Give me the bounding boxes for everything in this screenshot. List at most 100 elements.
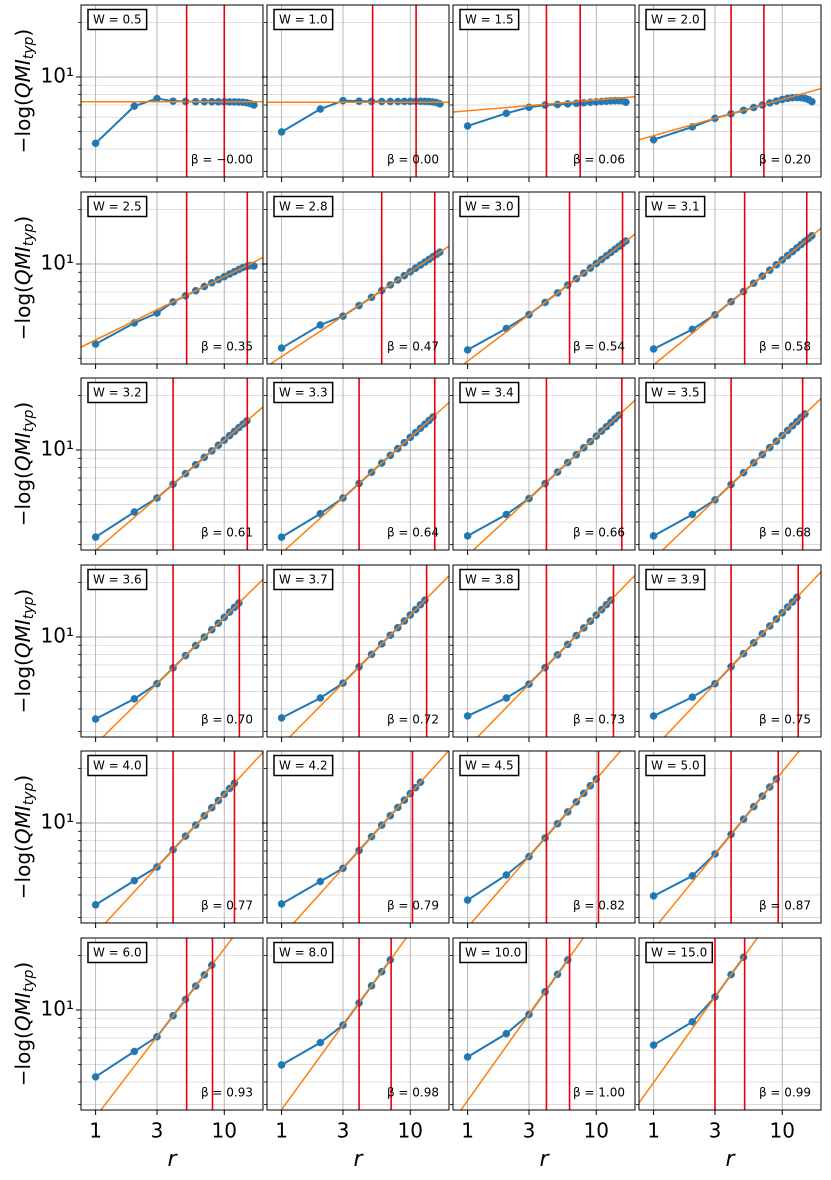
beta-label: β = 0.99 — [759, 1086, 811, 1100]
panel-background — [639, 5, 821, 177]
y-label-part: −log( — [11, 844, 35, 899]
panel-label: W = 2.0 — [651, 13, 700, 27]
fit-line — [104, 751, 263, 923]
y-label-part: QMI — [11, 992, 35, 1031]
panel-background — [453, 5, 635, 177]
plot-area — [91, 378, 263, 550]
panel-frame — [638, 4, 822, 178]
data-point — [688, 693, 697, 701]
fit-line — [476, 574, 635, 737]
y-label-part: typ — [21, 36, 37, 59]
panel-label: W = 3.3 — [279, 386, 328, 400]
data-point — [91, 533, 100, 541]
panel-label: W = 2.8 — [279, 200, 328, 214]
y-axis-label: −log(QMItyp) — [11, 775, 38, 899]
x-axis-label: r — [167, 1147, 178, 1172]
panel-label-box — [273, 941, 334, 964]
data-point — [688, 872, 697, 880]
plot-area — [460, 938, 585, 1110]
panel-background — [81, 378, 263, 550]
y-label-part: −log( — [11, 658, 35, 713]
data-point — [463, 346, 472, 354]
panel-label: W = 3.0 — [465, 200, 514, 214]
y-label-part: typ — [21, 782, 37, 805]
y-label-part: ) — [11, 775, 35, 783]
data-point — [386, 97, 395, 106]
panel-label: W = 6.0 — [93, 946, 142, 960]
y-tick-label: 10¹ — [41, 436, 74, 460]
panel: W = 5.0 β = 0.87 — [634, 750, 822, 928]
panel: W = 6.0 β = 0.93 10¹−log(QMItyp) 1 3 10 r — [11, 937, 264, 1172]
panel-background — [453, 938, 635, 1110]
panel-label: W = 3.5 — [651, 386, 700, 400]
y-label-part: ) — [11, 402, 35, 410]
data-point — [502, 1029, 511, 1038]
y-label-part: ) — [11, 589, 35, 597]
panel-frame — [638, 377, 822, 551]
fit-line — [470, 751, 622, 923]
panel-frame — [638, 564, 822, 738]
panel-label-box — [645, 8, 706, 31]
plot-area — [649, 378, 821, 550]
panel-frame — [452, 750, 636, 924]
panel-label-box — [273, 568, 334, 591]
data-point — [649, 1041, 658, 1049]
panel-label-box — [273, 195, 334, 218]
data-point — [553, 100, 562, 109]
panel-frame — [80, 937, 264, 1111]
data-point — [130, 695, 139, 703]
panel-label-box — [459, 941, 528, 964]
panel-label: W = 3.8 — [465, 573, 514, 587]
panel: W = 0.5 β = −0.00 10¹−log(QMItyp) — [11, 4, 264, 182]
y-axis-label: −log(QMItyp) — [11, 216, 38, 340]
data-point — [649, 135, 658, 144]
fit-line — [653, 227, 821, 364]
data-point — [502, 109, 511, 118]
data-point — [563, 100, 572, 108]
panel-label-box — [273, 8, 334, 31]
beta-label: β = 0.54 — [573, 340, 625, 354]
plot-area — [81, 192, 263, 364]
beta-label: β = 0.87 — [759, 899, 811, 913]
data-point — [649, 345, 658, 353]
data-point — [316, 694, 325, 702]
data-point — [502, 694, 511, 702]
y-tick-label: 10¹ — [41, 809, 74, 833]
panel-frame — [80, 4, 264, 178]
panel: W = 4.0 β = 0.77 10¹−log(QMItyp) — [11, 750, 264, 928]
data-point — [688, 1017, 697, 1026]
panel: W = 15.0 β = 0.99 1 3 10 r — [634, 937, 822, 1172]
data-point — [277, 533, 286, 541]
panel-frame — [266, 937, 450, 1111]
panel-label: W = 1.5 — [465, 13, 514, 27]
data-point — [316, 321, 325, 329]
x-tick-label: 10 — [398, 1119, 423, 1143]
panel-frame — [638, 937, 822, 1111]
x-axis-label: r — [725, 1147, 736, 1172]
x-tick-label: 10 — [212, 1119, 237, 1143]
data-point — [316, 105, 325, 113]
beta-label: β = 0.00 — [387, 153, 439, 167]
x-tick-label: 3 — [337, 1119, 350, 1143]
panel-frame — [266, 4, 450, 178]
data-point — [277, 900, 286, 908]
data-point — [436, 100, 444, 108]
data-point — [377, 97, 386, 106]
y-label-part: QMI — [11, 246, 35, 285]
data-point — [649, 712, 658, 720]
panel-label-box — [645, 195, 706, 218]
panel-frame — [452, 937, 636, 1111]
panel-background — [267, 378, 449, 550]
panel: W = 4.5 β = 0.82 — [448, 750, 636, 928]
panel-frame — [80, 377, 264, 551]
panel-label: W = 3.6 — [93, 573, 142, 587]
panel-frame — [638, 191, 822, 365]
panel-label-box — [459, 8, 520, 31]
panel-label-box — [87, 941, 148, 964]
y-label-part: typ — [21, 223, 37, 246]
panel-background — [81, 938, 263, 1110]
x-tick-label: 1 — [461, 1119, 474, 1143]
panel-label: W = 5.0 — [651, 759, 700, 773]
plot-area — [649, 751, 801, 923]
